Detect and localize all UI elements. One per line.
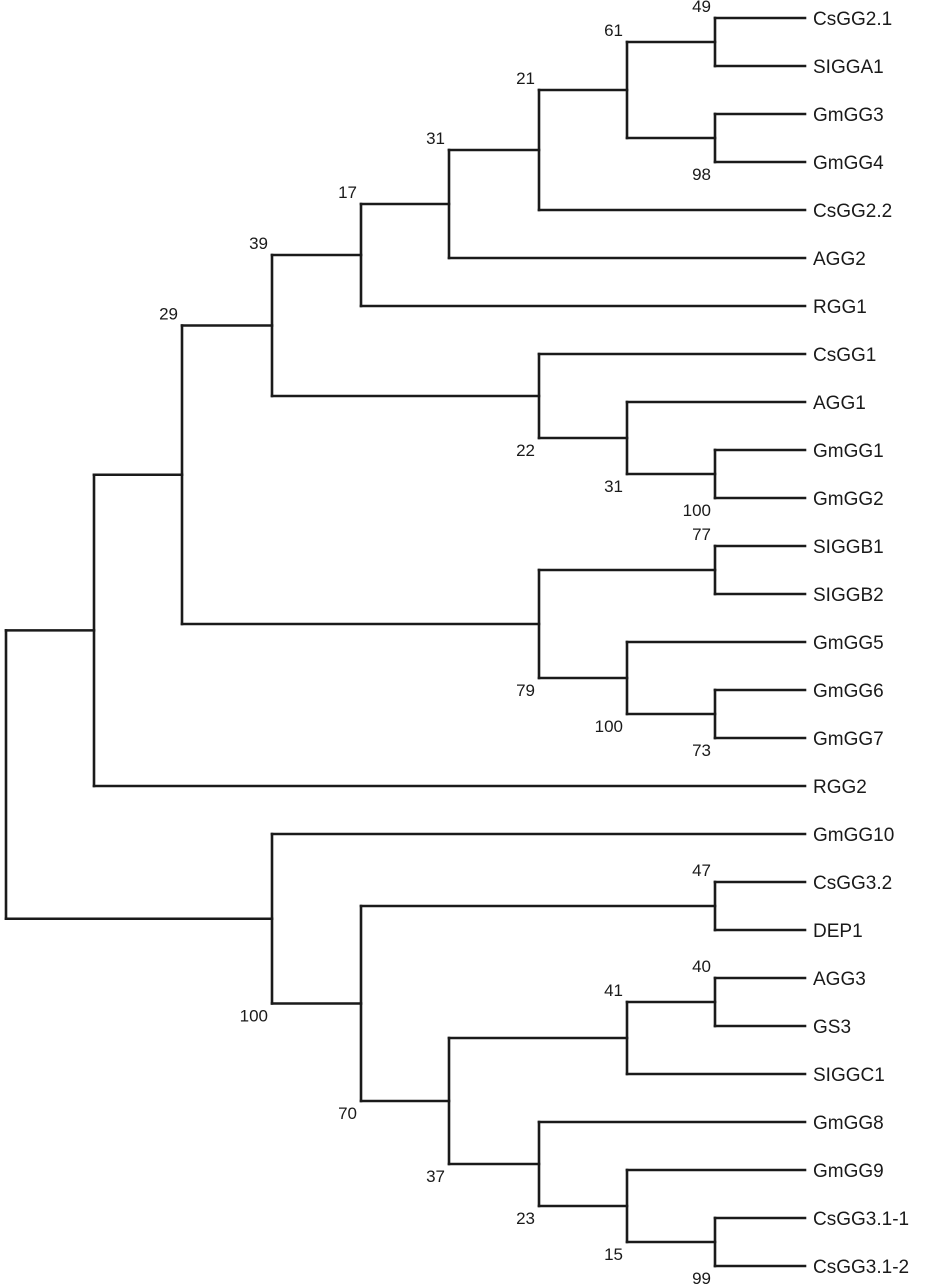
leaf-label: RGG2 (813, 777, 867, 798)
bootstrap-value: 29 (159, 305, 178, 324)
bootstrap-value: 31 (426, 129, 445, 148)
bootstrap-value: 100 (683, 501, 711, 520)
leaf-label: SIGGC1 (813, 1065, 885, 1086)
leaf-label: GmGG6 (813, 681, 884, 702)
leaf-label: CsGG1 (813, 345, 876, 366)
bootstrap-value: 39 (249, 234, 268, 253)
leaf-label: GmGG9 (813, 1161, 884, 1182)
leaf-label: CsGG3.1-2 (813, 1257, 909, 1278)
bootstrap-value: 73 (692, 741, 711, 760)
bootstrap-value: 22 (516, 441, 535, 460)
bootstrap-value: 15 (604, 1245, 623, 1264)
leaf-label: CsGG3.1-1 (813, 1209, 909, 1230)
bootstrap-value: 99 (692, 1269, 711, 1288)
leaf-label: AGG1 (813, 393, 866, 414)
bootstrap-value: 17 (338, 183, 357, 202)
bootstrap-values: 49 98 61 21 31 17 100 31 22 39 77 73 100 79 29 47 40 41 99… (159, 0, 711, 1288)
leaf-label: SIGGB2 (813, 585, 884, 606)
tree-branches (4, 16, 807, 1268)
leaf-label: RGG1 (813, 297, 867, 318)
bootstrap-value: 41 (604, 981, 623, 1000)
bootstrap-value: 23 (516, 1209, 535, 1228)
bootstrap-value: 61 (604, 21, 623, 40)
bootstrap-value: 31 (604, 477, 623, 496)
leaf-label: GmGG10 (813, 825, 894, 846)
leaf-label: GmGG7 (813, 729, 884, 750)
bootstrap-value: 37 (426, 1167, 445, 1186)
leaf-label: GmGG8 (813, 1113, 884, 1134)
leaf-label: SIGGA1 (813, 57, 884, 78)
leaf-label: GmGG2 (813, 489, 884, 510)
leaf-label: GmGG4 (813, 153, 884, 174)
leaf-label: AGG3 (813, 969, 866, 990)
leaf-label: GmGG1 (813, 441, 884, 462)
leaf-label: SIGGB1 (813, 537, 884, 558)
bootstrap-value: 79 (516, 681, 535, 700)
leaf-label: CsGG2.2 (813, 201, 892, 222)
bootstrap-value: 40 (692, 957, 711, 976)
bootstrap-value: 21 (516, 69, 535, 88)
bootstrap-value: 70 (338, 1104, 357, 1123)
bootstrap-value: 47 (692, 861, 711, 880)
bootstrap-value: 100 (595, 717, 623, 736)
bootstrap-value: 49 (692, 0, 711, 16)
bootstrap-value: 100 (240, 1007, 268, 1026)
leaf-label: AGG2 (813, 249, 866, 270)
leaf-label: DEP1 (813, 921, 863, 942)
leaf-labels: CsGG2.1 SIGGA1 GmGG3 GmGG4 CsGG2.2 AGG2 RGG1 Cs… (813, 9, 909, 1278)
bootstrap-value: 77 (692, 525, 711, 544)
leaf-label: GS3 (813, 1017, 851, 1038)
leaf-label: CsGG3.2 (813, 873, 892, 894)
leaf-label: GmGG5 (813, 633, 884, 654)
leaf-label: GmGG3 (813, 105, 884, 126)
leaf-label: CsGG2.1 (813, 9, 892, 30)
bootstrap-value: 98 (692, 165, 711, 184)
